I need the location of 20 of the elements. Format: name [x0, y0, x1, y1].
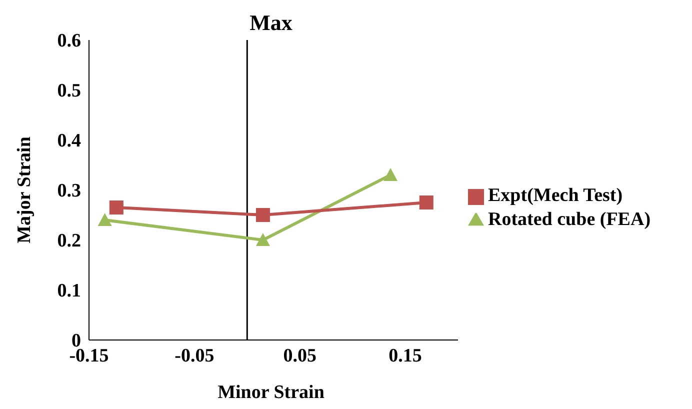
legend-label: Expt(Mech Test)	[488, 185, 623, 206]
point	[256, 233, 270, 246]
x-tick-label: 0.15	[388, 345, 422, 366]
y-tick-label: 0.2	[57, 230, 81, 252]
legend-label: Rotated cube (FEA)	[488, 209, 651, 230]
y-tick-label: 0.4	[57, 130, 82, 152]
y-tick-label: 0.5	[57, 80, 81, 102]
point	[384, 168, 398, 181]
point	[256, 208, 270, 222]
y-tick-label: 0.1	[57, 280, 81, 302]
y-tick-label: 0.6	[57, 30, 81, 52]
point	[98, 213, 112, 226]
y-tick-label: 0.3	[57, 180, 81, 202]
point	[109, 200, 124, 214]
x-tick-label: -0.05	[174, 345, 214, 366]
y-axis-title: Major Strain	[14, 136, 36, 244]
point	[419, 196, 434, 210]
x-tick-label: 0.05	[283, 345, 316, 366]
chart-title: Max	[248, 10, 294, 36]
x-axis-title: Minor Strain	[216, 382, 326, 404]
